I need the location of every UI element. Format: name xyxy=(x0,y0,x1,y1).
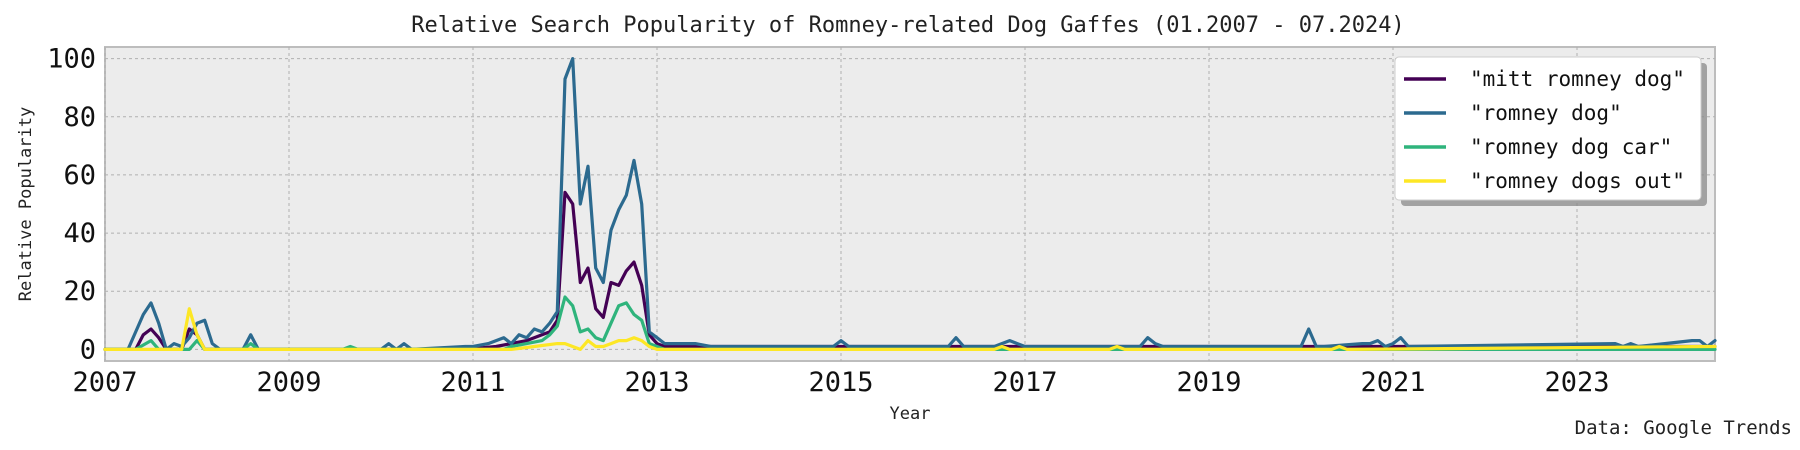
legend-box xyxy=(1394,56,1702,201)
y-tick-label: 60 xyxy=(63,160,96,191)
x-axis-ticks: 2007 2009 2011 2013 2015 2017 2019 2021 2023 xyxy=(72,367,1609,398)
series-line xyxy=(103,307,1717,351)
x-tick-label: 2015 xyxy=(808,367,873,398)
legend: "mitt romney dog" "romney dog" "romney dog… xyxy=(1394,56,1707,206)
x-tick-label: 2009 xyxy=(256,367,321,398)
y-axis-ticks: 0 20 40 60 80 100 xyxy=(47,44,96,366)
x-axis-label: Year xyxy=(890,404,931,424)
x-tick-label: 2019 xyxy=(1176,367,1241,398)
y-tick-label: 100 xyxy=(47,44,96,75)
series-lines xyxy=(103,57,1717,351)
y-tick-label: 0 xyxy=(80,334,96,365)
y-axis-label: Relative Popularity xyxy=(16,107,36,301)
y-tick-label: 80 xyxy=(63,102,96,133)
y-tick-label: 20 xyxy=(63,276,96,307)
chart-title: Relative Search Popularity of Romney-rel… xyxy=(411,13,1404,38)
legend-label: "romney dogs out" xyxy=(1470,169,1685,193)
x-tick-label: 2017 xyxy=(992,367,1057,398)
series-line xyxy=(103,57,1717,351)
legend-label: "romney dog car" xyxy=(1470,135,1672,159)
x-tick-label: 2011 xyxy=(440,367,505,398)
x-tick-label: 2007 xyxy=(72,367,137,398)
x-tick-label: 2021 xyxy=(1360,367,1425,398)
x-tick-label: 2023 xyxy=(1544,367,1609,398)
source-note: Data: Google Trends xyxy=(1575,417,1792,439)
legend-label: "romney dog" xyxy=(1470,101,1622,125)
legend-label: "mitt romney dog" xyxy=(1470,67,1685,91)
x-tick-label: 2013 xyxy=(624,367,689,398)
y-tick-label: 40 xyxy=(63,218,96,249)
